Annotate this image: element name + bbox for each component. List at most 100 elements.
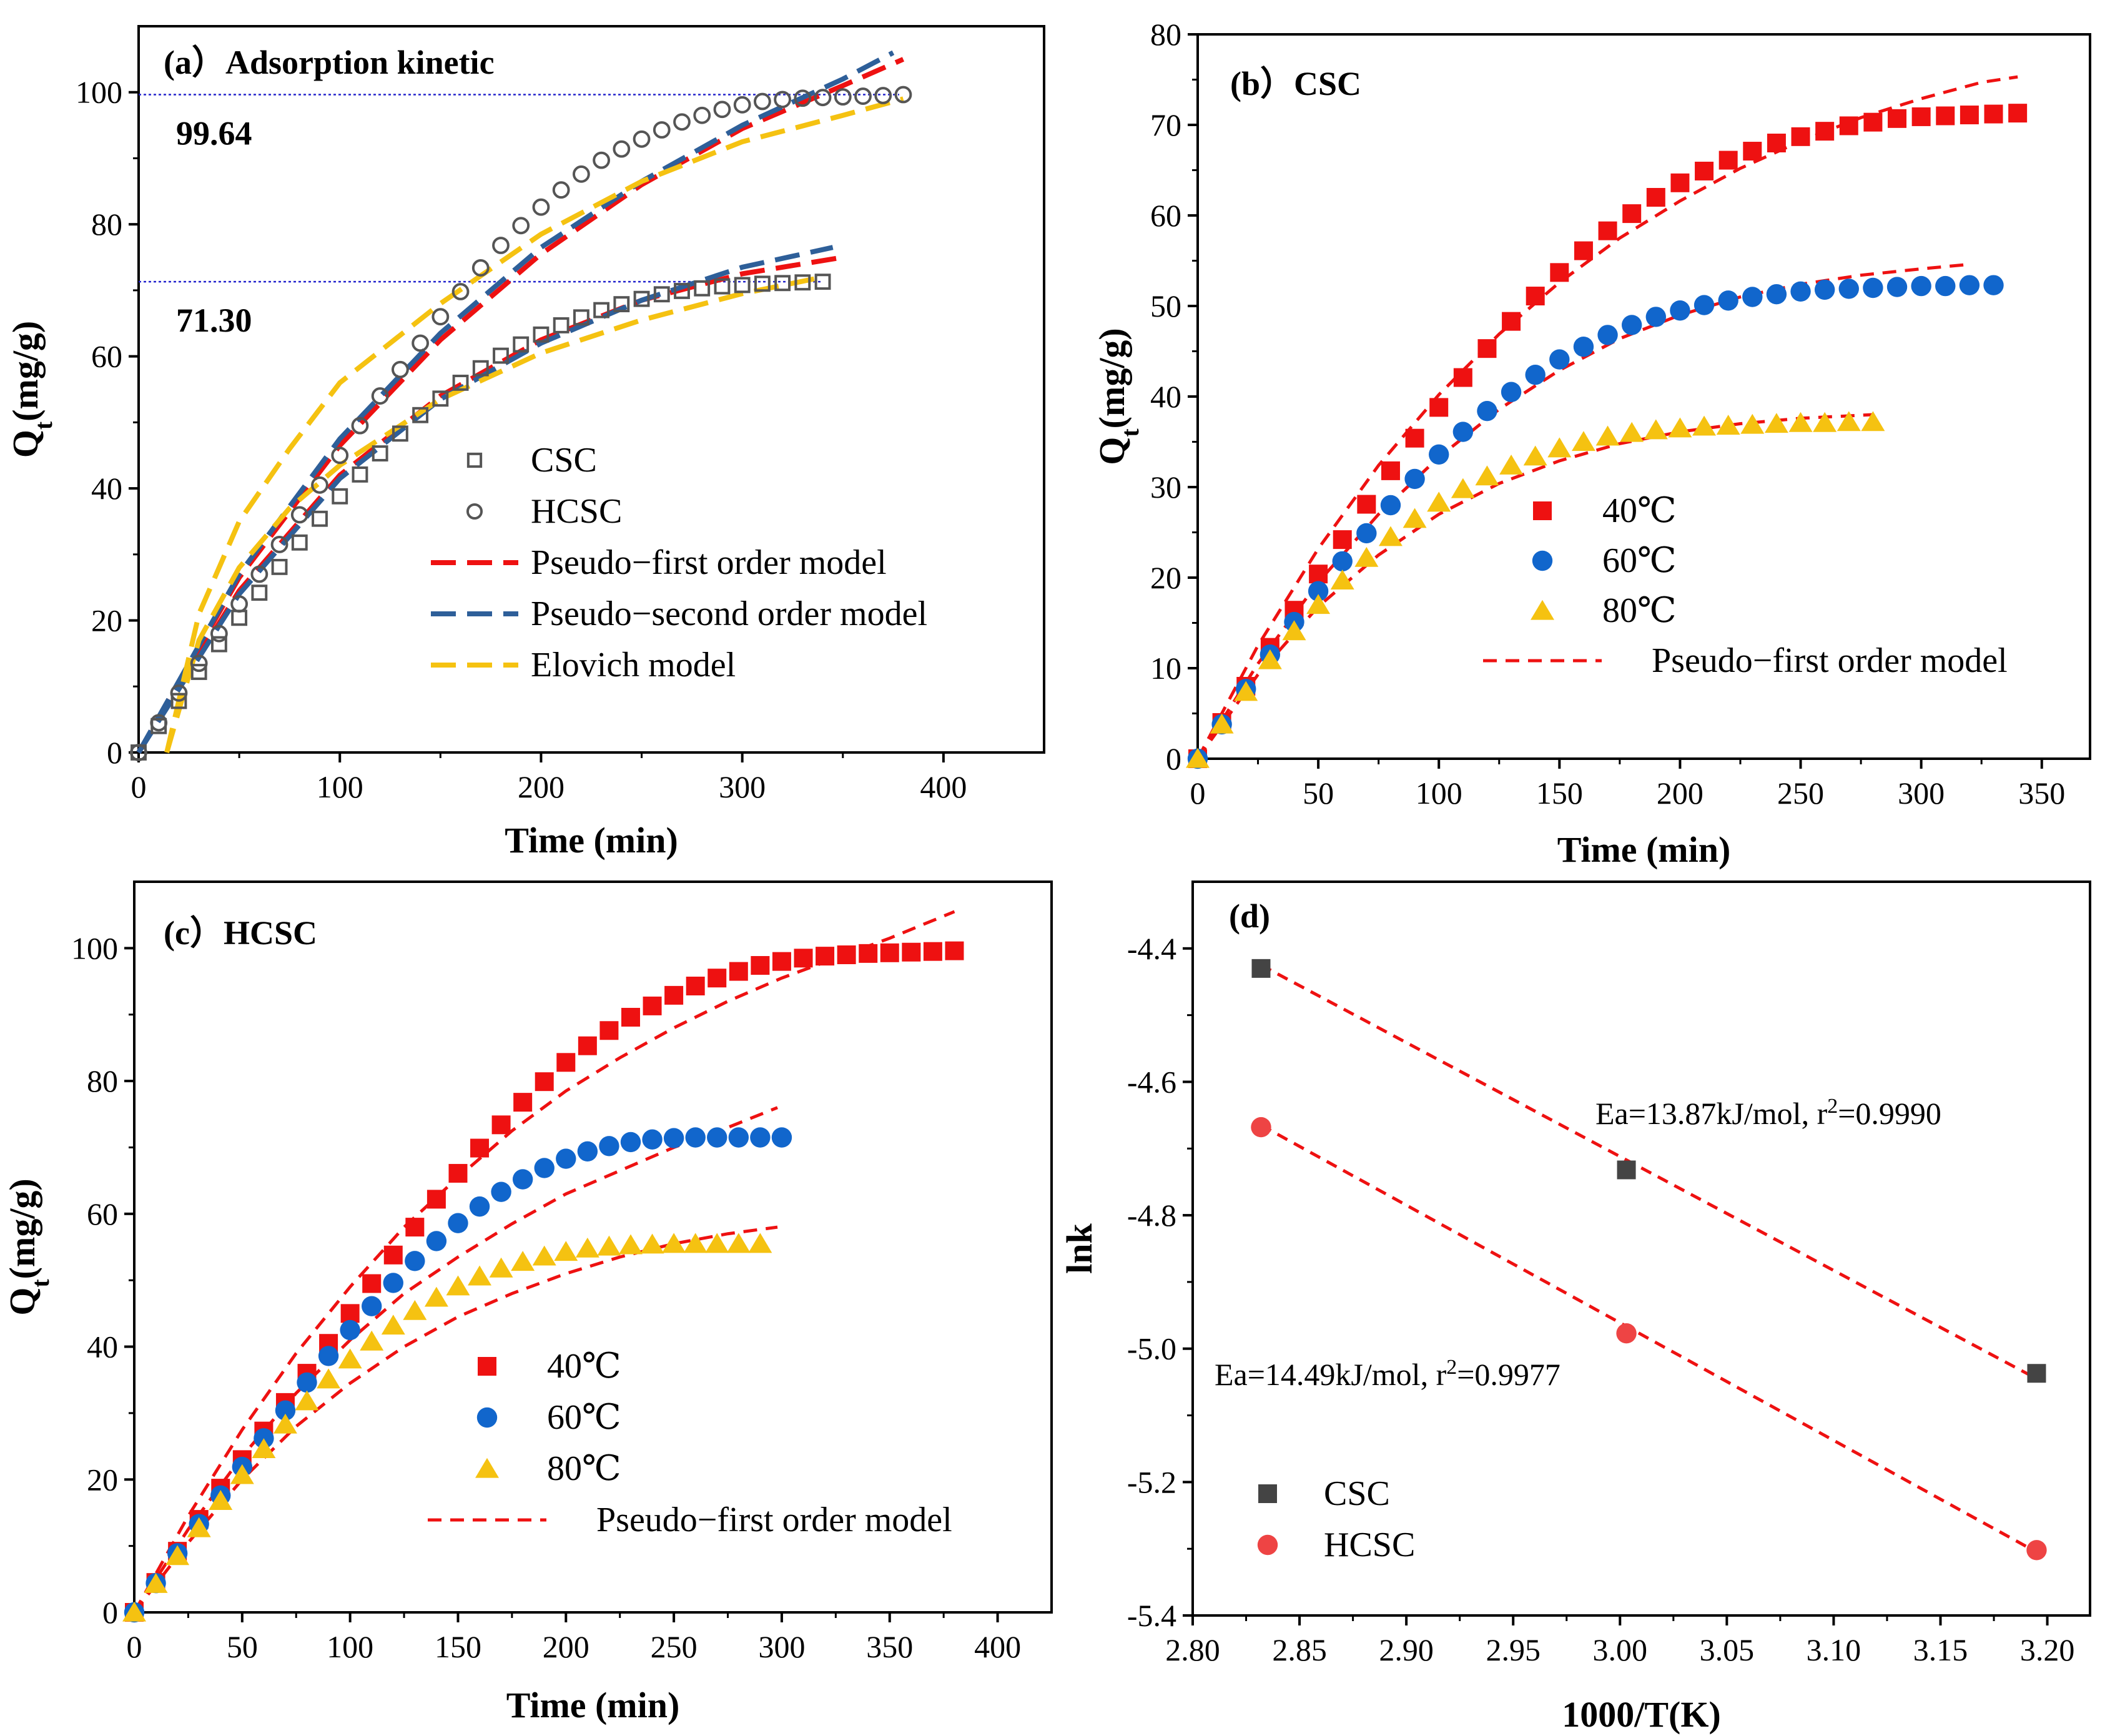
data-point	[470, 1138, 490, 1158]
legend-label: HCSC	[1324, 1526, 1415, 1564]
x-tick-label: 200	[518, 769, 565, 804]
data-point	[1935, 275, 1956, 297]
data-point	[471, 259, 490, 277]
x-axis-title: 1000/T(K)	[1562, 1694, 1721, 1735]
data-point	[1251, 1117, 1271, 1138]
data-point	[170, 693, 187, 709]
data-point	[187, 1517, 211, 1537]
data-point	[751, 956, 770, 975]
data-point	[371, 387, 389, 405]
data-point	[1477, 401, 1497, 422]
data-point	[275, 1400, 296, 1421]
data-point	[814, 274, 831, 290]
data-point	[577, 1141, 598, 1162]
data-point	[230, 1464, 254, 1484]
legend-marker	[1257, 1534, 1278, 1556]
legend-label: 80℃	[547, 1449, 621, 1488]
data-point	[705, 1233, 729, 1253]
data-point	[1620, 422, 1644, 442]
data-point	[1210, 713, 1234, 734]
data-point	[165, 1545, 190, 1566]
x-tick-label: 2.90	[1379, 1632, 1434, 1667]
data-point	[532, 198, 550, 216]
data-point	[653, 121, 671, 139]
data-point	[381, 1314, 405, 1335]
x-tick-label: 2.80	[1165, 1632, 1220, 1667]
data-point	[1813, 412, 1837, 432]
y-tick-label: 40	[91, 471, 122, 506]
data-point	[772, 952, 791, 971]
data-point	[774, 275, 791, 292]
data-point	[834, 88, 852, 106]
y-tick-label: 60	[87, 1196, 118, 1231]
data-point	[1380, 495, 1401, 516]
data-point	[573, 309, 589, 326]
data-point	[331, 446, 349, 465]
data-point	[273, 1413, 297, 1434]
data-point	[1427, 491, 1451, 512]
data-point	[708, 969, 727, 988]
data-point	[1863, 277, 1883, 298]
data-point	[1404, 468, 1425, 490]
y-tick-label: 40	[1150, 379, 1181, 414]
x-tick-label: 0	[127, 1629, 142, 1664]
data-point	[472, 360, 489, 377]
data-point	[714, 278, 731, 295]
data-point	[1644, 419, 1668, 440]
data-point	[1429, 444, 1449, 465]
data-point	[1646, 188, 1665, 207]
fit-line	[1196, 75, 2018, 760]
data-point	[1764, 413, 1788, 433]
data-point	[734, 277, 751, 293]
data-point	[338, 1348, 362, 1369]
data-point	[1403, 508, 1427, 528]
data-point	[814, 89, 832, 107]
y-tick-label: 10	[1150, 651, 1181, 686]
data-point	[553, 317, 569, 333]
y-tick-label: 0	[1166, 741, 1181, 776]
data-point	[317, 1368, 341, 1389]
data-point	[392, 425, 408, 442]
data-point	[794, 949, 813, 968]
fit-line	[136, 245, 834, 754]
data-point	[1333, 530, 1352, 550]
data-point	[340, 1304, 360, 1323]
data-point	[754, 275, 771, 292]
data-point	[748, 1233, 772, 1253]
data-point	[552, 181, 570, 199]
data-point	[1525, 365, 1546, 385]
panel-title: (d)	[1229, 897, 1270, 935]
fit-line	[136, 255, 844, 754]
data-point	[1451, 478, 1475, 498]
data-point	[252, 1438, 276, 1459]
data-point	[250, 565, 269, 583]
data-point	[1547, 437, 1572, 458]
data-point	[1983, 275, 2004, 295]
data-point	[1622, 204, 1642, 224]
data-point	[642, 1129, 663, 1150]
x-axis-title: Time (min)	[506, 1685, 680, 1725]
data-point	[426, 1231, 447, 1251]
data-point	[923, 942, 942, 961]
data-point	[383, 1245, 403, 1265]
data-point	[673, 113, 691, 131]
data-point	[513, 336, 530, 353]
y-tick-label: -5.4	[1127, 1598, 1176, 1633]
data-point	[1790, 281, 1811, 302]
data-point	[880, 943, 899, 962]
data-point	[340, 1319, 360, 1341]
y-tick-label: 20	[87, 1462, 118, 1497]
x-tick-label: 350	[866, 1629, 913, 1664]
data-point	[405, 1218, 425, 1237]
data-point	[405, 1251, 425, 1271]
data-point	[122, 1601, 146, 1622]
data-point	[318, 1346, 339, 1366]
data-point	[1740, 413, 1765, 434]
legend-label: Elovich model	[531, 646, 736, 684]
data-point	[653, 286, 670, 303]
data-point	[332, 488, 348, 505]
data-point	[1668, 417, 1692, 438]
data-point	[533, 326, 550, 343]
y-axis-title: lnk	[1059, 1223, 1100, 1273]
